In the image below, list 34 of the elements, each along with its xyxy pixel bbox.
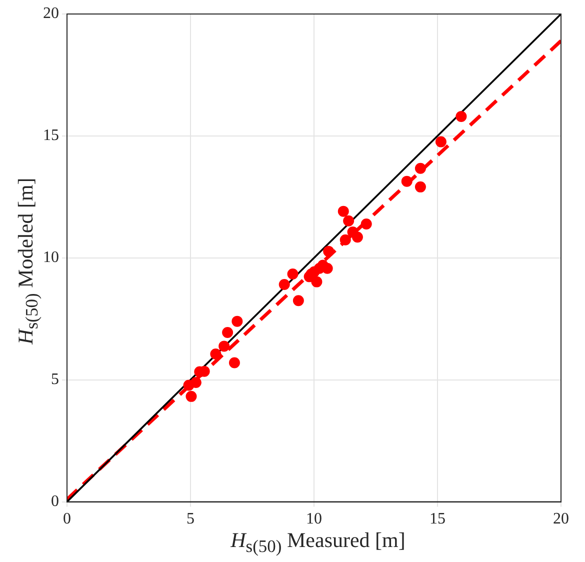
- y-tick-label: 0: [51, 493, 59, 510]
- point: [218, 340, 230, 352]
- point: [435, 136, 446, 148]
- x-axis-title: H$_{s(50)}$ Measured [m]: [230, 528, 406, 558]
- point: [292, 295, 304, 306]
- point: [456, 110, 467, 122]
- point: [414, 162, 426, 174]
- point: [401, 176, 412, 187]
- point: [190, 377, 202, 388]
- y-tick-label: 15: [43, 127, 59, 144]
- point: [278, 278, 290, 290]
- point: [343, 215, 354, 226]
- point: [232, 316, 243, 327]
- point: [340, 234, 351, 246]
- point: [228, 357, 240, 368]
- x-tick-label: 15: [430, 510, 446, 528]
- point: [338, 206, 349, 217]
- y-tick-label: 10: [43, 249, 59, 266]
- point: [322, 262, 333, 274]
- y-tick-label: 20: [43, 5, 59, 22]
- point: [210, 348, 222, 360]
- x-tick-label: 20: [553, 510, 569, 528]
- point: [414, 181, 426, 192]
- point: [311, 276, 322, 288]
- point: [186, 390, 197, 402]
- point: [360, 218, 372, 230]
- y-tick-label: 5: [51, 371, 59, 388]
- point: [323, 246, 334, 257]
- x-tick-label: 5: [186, 510, 194, 528]
- point: [352, 232, 363, 243]
- point: [222, 327, 234, 338]
- x-tick-label: 10: [306, 510, 322, 528]
- x-tick-label: 0: [63, 510, 71, 528]
- point: [287, 268, 298, 280]
